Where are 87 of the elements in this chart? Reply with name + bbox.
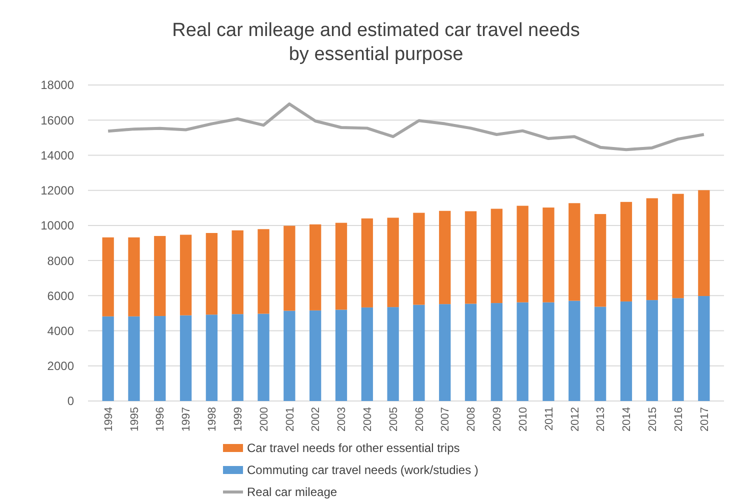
bar	[232, 314, 244, 401]
bar	[542, 208, 554, 302]
bar	[206, 232, 218, 315]
bar	[335, 222, 348, 310]
bar	[154, 316, 166, 401]
x-tick-label: 2016	[672, 407, 685, 432]
x-tick-label: 2004	[362, 407, 374, 432]
bar	[413, 212, 425, 305]
x-tick-label: 1995	[128, 407, 141, 432]
y-tick-label: 6000	[47, 288, 74, 303]
x-tick-label: 2006	[414, 407, 426, 432]
legend-label: Commuting car travel needs (work/studies )	[247, 463, 478, 478]
x-tick-label: 2003	[336, 407, 348, 432]
bar	[672, 298, 684, 401]
bar	[258, 229, 270, 314]
legend-label: Car travel needs for other essential trips	[247, 441, 460, 456]
bar	[180, 234, 192, 316]
x-tick-label: 2007	[440, 407, 452, 432]
bar	[439, 304, 451, 401]
x-tick-label: 2015	[646, 407, 659, 432]
y-tick-label: 0	[67, 394, 74, 408]
x-tick-label: 2017	[698, 407, 711, 432]
bar	[542, 302, 554, 401]
bar	[646, 198, 658, 300]
bar	[594, 306, 606, 401]
x-tick-label: 2002	[310, 407, 322, 432]
bar	[439, 210, 451, 304]
bar	[464, 304, 477, 401]
y-tick-label: 16000	[40, 113, 74, 128]
bar	[490, 303, 502, 401]
bar	[387, 307, 399, 401]
bar	[128, 237, 140, 316]
x-tick-label: 2010	[517, 407, 530, 432]
bar	[464, 211, 477, 304]
x-tick-label: 2014	[621, 407, 634, 432]
bar	[180, 315, 192, 401]
bar	[516, 302, 528, 401]
bar	[258, 314, 270, 401]
x-tick-label: 1998	[206, 407, 219, 432]
x-tick-label: 2012	[569, 407, 582, 432]
x-tick-label: 2008	[466, 407, 478, 432]
bar	[206, 314, 218, 401]
x-tick-label: 2009	[492, 407, 504, 432]
bar	[387, 218, 399, 308]
bar	[284, 226, 296, 311]
y-tick-label: 2000	[47, 359, 74, 374]
bar	[232, 230, 244, 314]
x-tick-label: 1999	[232, 407, 244, 432]
legend-label: Real car mileage	[247, 485, 338, 500]
bar	[672, 194, 684, 298]
y-tick-label: 12000	[40, 184, 74, 198]
bar	[698, 190, 710, 296]
x-tick-label: 1996	[154, 407, 167, 432]
bar	[594, 214, 606, 307]
x-tick-label: 2000	[258, 407, 270, 432]
y-tick-label: 18000	[40, 78, 74, 92]
y-tick-label: 8000	[47, 254, 74, 268]
chart-title: Real car mileage and estimated car travel needs by essential purpose	[172, 20, 580, 65]
x-tick-label: 2005	[388, 407, 400, 432]
y-tick-label: 4000	[47, 324, 74, 338]
bar	[361, 307, 373, 401]
bar	[361, 218, 373, 308]
y-tick-label: 10000	[40, 218, 74, 233]
bar	[310, 310, 322, 401]
bar	[646, 300, 658, 401]
bar	[620, 301, 632, 401]
bar	[698, 296, 710, 401]
x-tick-label: 2011	[543, 407, 556, 431]
x-tick-label: 1994	[102, 407, 115, 432]
bar	[335, 310, 348, 401]
y-tick-label: 14000	[40, 148, 74, 162]
bar	[154, 236, 166, 316]
x-tick-label: 2001	[284, 407, 296, 432]
bar	[516, 206, 528, 302]
bar	[568, 300, 580, 401]
bar	[128, 316, 140, 401]
line-series	[106, 102, 706, 152]
bar	[568, 203, 580, 301]
bar	[102, 316, 114, 401]
bar	[310, 224, 322, 310]
bar	[284, 310, 296, 401]
x-tick-label: 2013	[595, 407, 608, 432]
x-tick-label: 1997	[180, 407, 193, 432]
bar	[413, 304, 425, 401]
bar	[102, 237, 114, 316]
bar	[620, 202, 632, 302]
bar	[490, 208, 502, 304]
